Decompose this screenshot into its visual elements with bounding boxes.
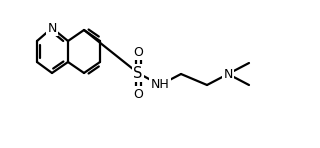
Text: O: O <box>133 45 143 58</box>
Text: N: N <box>223 67 233 81</box>
Text: NH: NH <box>151 78 169 91</box>
Text: O: O <box>133 87 143 100</box>
Text: N: N <box>47 21 57 34</box>
Text: S: S <box>133 66 143 81</box>
